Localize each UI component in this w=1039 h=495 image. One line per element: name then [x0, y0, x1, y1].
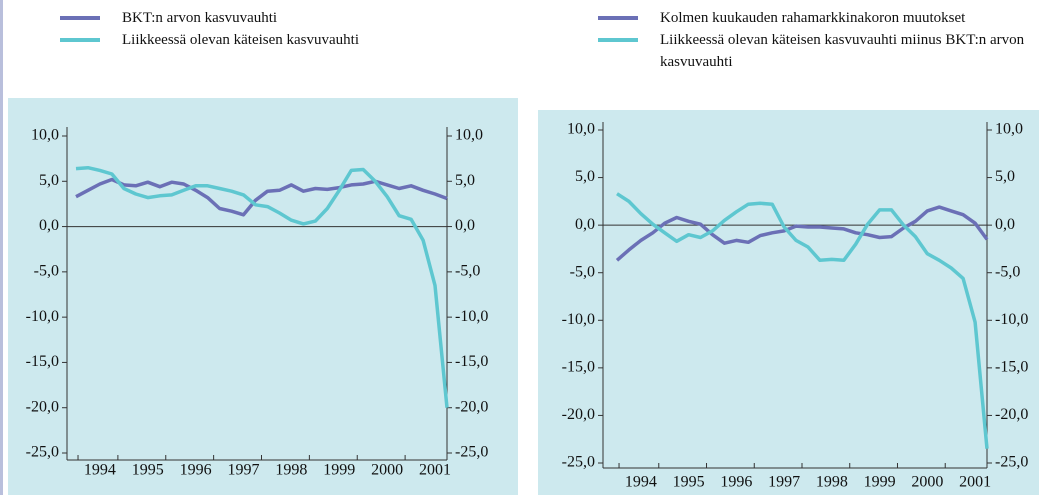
legend-swatch: [598, 38, 638, 42]
y-tick-label: 10,0: [567, 121, 595, 138]
legend: Kolmen kuukauden rahamarkkinakoron muuto…: [598, 7, 1038, 73]
x-tick-label: 1997: [228, 462, 260, 479]
y2-tick-label: -20,0: [995, 406, 1028, 423]
legend-swatch: [598, 16, 638, 20]
x-tick-label: 1999: [864, 474, 896, 491]
y2-tick-label: -5,0: [995, 263, 1020, 280]
y-tick-label: -25,0: [26, 444, 59, 461]
y-tick-label: -20,0: [26, 398, 59, 415]
y-tick-label: 10,0: [31, 127, 59, 144]
y2-tick-label: 5,0: [455, 172, 475, 189]
y-tick-label: -10,0: [562, 311, 595, 328]
legend-swatch: [60, 16, 100, 20]
x-tick-label: 1995: [673, 474, 705, 491]
legend-label: BKT:n arvon kasvuvauhti: [122, 10, 278, 26]
legend-label: Kolmen kuukauden rahamarkkinakoron muuto…: [660, 10, 966, 26]
y-tick-label: -5,0: [34, 263, 59, 280]
y2-tick-label: -5,0: [455, 263, 480, 280]
y2-tick-label: -10,0: [455, 308, 488, 325]
series-line: [615, 205, 989, 262]
series-line: [616, 192, 989, 449]
y2-tick-label: -10,0: [995, 311, 1028, 328]
y-tick-label: 0,0: [39, 217, 59, 234]
legend-item: BKT:n arvon kasvuvauhti: [60, 7, 480, 29]
y-tick-label: -25,0: [562, 454, 595, 471]
x-tick-label: 2000: [371, 462, 403, 479]
legend: BKT:n arvon kasvuvauhti Liikkeessä olevan…: [60, 7, 480, 51]
y2-tick-label: 0,0: [995, 216, 1015, 233]
plot-background: [8, 98, 518, 495]
x-tick-label: 1999: [323, 462, 355, 479]
y-tick-label: 5,0: [39, 172, 59, 189]
y-tick-label: -15,0: [562, 359, 595, 376]
x-tick-label: 1998: [816, 474, 848, 491]
legend-item: Liikkeessä olevan käteisen kasvuvauhti: [60, 29, 480, 51]
x-tick-label: 1996: [720, 474, 752, 491]
plot-background: [538, 110, 1039, 495]
y-tick-label: -15,0: [26, 353, 59, 370]
legend-item: Kolmen kuukauden rahamarkkinakoron muuto…: [598, 7, 1038, 29]
y2-tick-label: -15,0: [455, 353, 488, 370]
y2-tick-label: 10,0: [995, 121, 1023, 138]
y2-tick-label: -15,0: [995, 359, 1028, 376]
x-tick-label: 1994: [625, 474, 657, 491]
y2-tick-label: 5,0: [995, 168, 1015, 185]
x-tick-label: 2000: [911, 474, 943, 491]
y-tick-label: -5,0: [570, 263, 595, 280]
y-tick-label: 5,0: [575, 168, 595, 185]
x-tick-label: 1998: [275, 462, 307, 479]
y2-tick-label: -25,0: [995, 454, 1028, 471]
series-line: [75, 177, 448, 217]
legend-item: Liikkeessä olevan käteisen kasvuvauhti m…: [598, 29, 1038, 73]
x-tick-label: 2001: [959, 474, 991, 491]
y2-tick-label: 0,0: [455, 217, 475, 234]
legend-swatch: [60, 38, 100, 42]
x-tick-label: 1996: [180, 462, 212, 479]
y-tick-label: -20,0: [562, 406, 595, 423]
y2-tick-label: 10,0: [455, 127, 483, 144]
y-tick-label: 0,0: [575, 216, 595, 233]
x-tick-label: 1994: [84, 462, 116, 479]
x-tick-label: 2001: [419, 462, 451, 479]
legend-label: Liikkeessä olevan käteisen kasvuvauhti m…: [660, 32, 1025, 70]
edge: [0, 0, 3, 495]
y2-tick-label: -20,0: [455, 398, 488, 415]
x-tick-label: 1997: [768, 474, 800, 491]
series-line: [75, 165, 449, 408]
y2-tick-label: -25,0: [455, 444, 488, 461]
legend-label: Liikkeessä olevan käteisen kasvuvauhti: [122, 32, 360, 48]
y-tick-label: -10,0: [26, 308, 59, 325]
x-tick-label: 1995: [132, 462, 164, 479]
